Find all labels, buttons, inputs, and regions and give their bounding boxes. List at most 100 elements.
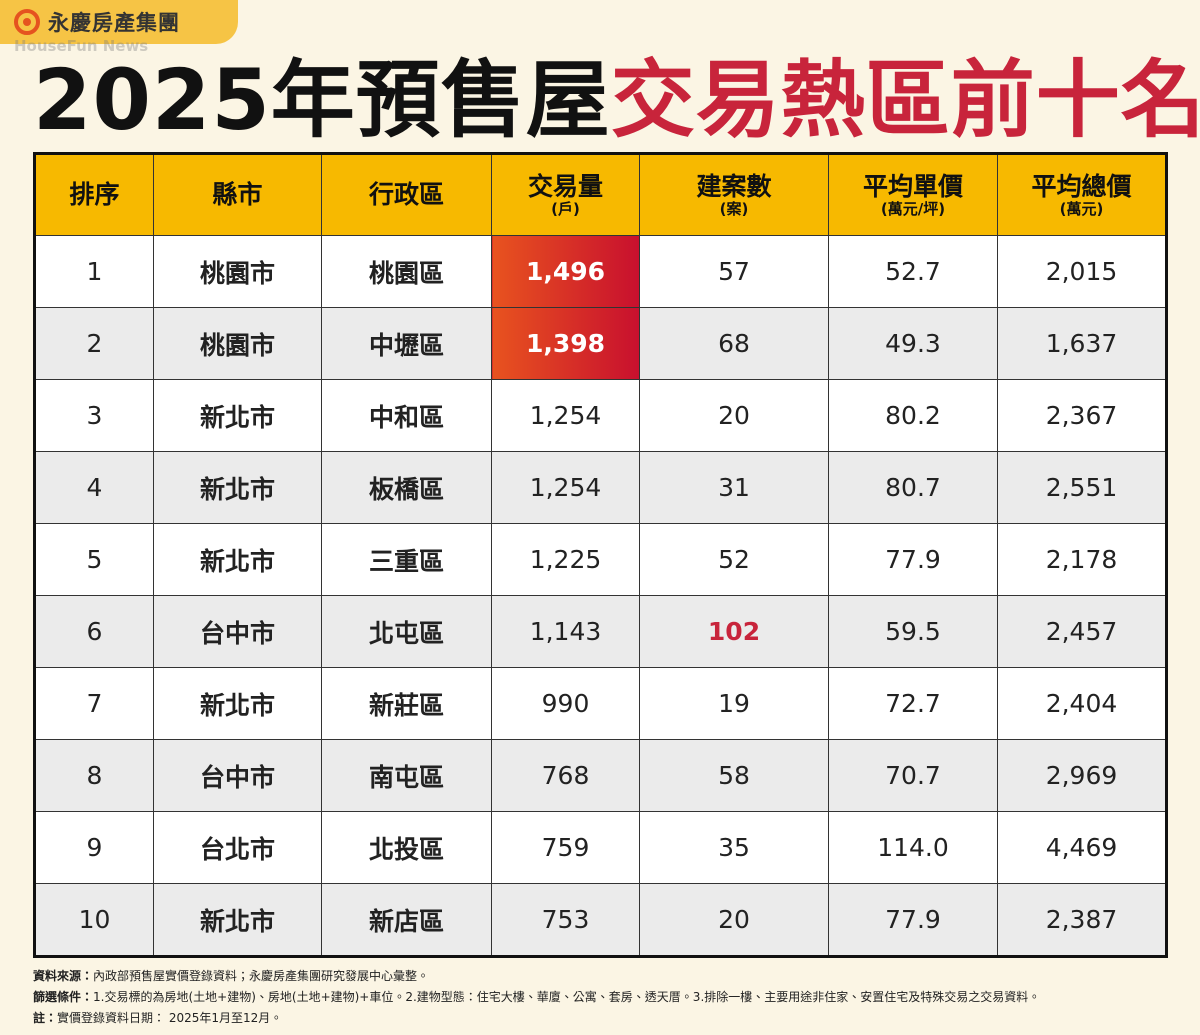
table-cell: 2,387 — [997, 883, 1167, 957]
table-row: 7 新北市 新莊區 990 19 72.7 2,404 — [34, 667, 1167, 740]
table-cell: 19 — [639, 667, 829, 740]
table-cell: 北屯區 — [321, 595, 492, 668]
note-text: 內政部預售屋實價登錄資料；永慶房產集團研究發展中心彙整。 — [93, 969, 430, 983]
table-cell: 102 — [639, 595, 829, 668]
table-cell: 2,015 — [997, 235, 1167, 308]
table-cell: 768 — [491, 739, 640, 812]
watermark: HouseFun News — [14, 37, 149, 55]
note-label: 資料來源： — [33, 969, 94, 983]
table-cell: 20 — [639, 379, 829, 452]
table-cell: 80.7 — [828, 451, 998, 524]
note-text: 1.交易標的為房地(土地+建物)、房地(土地+建物)+車位。2.建物型態：住宅大… — [93, 990, 1041, 1004]
table-cell: 8 — [34, 739, 154, 812]
table-cell: 北投區 — [321, 811, 492, 884]
table-cell: 1,398 — [491, 307, 640, 380]
note: 篩選條件：1.交易標的為房地(土地+建物)、房地(土地+建物)+車位。2.建物型… — [33, 987, 1173, 1008]
table-cell: 桃園區 — [321, 235, 492, 308]
table-cell: 57 — [639, 235, 829, 308]
table-cell: 114.0 — [828, 811, 998, 884]
table-cell: 9 — [34, 811, 154, 884]
table-cell: 990 — [491, 667, 640, 740]
table-cell: 中壢區 — [321, 307, 492, 380]
table-cell: 1,254 — [491, 379, 640, 452]
table-cell: 新北市 — [153, 451, 322, 524]
column-header: 行政區 — [321, 153, 492, 236]
table-body: 1 桃園市 桃園區 1,496 57 52.7 2,015 2 桃園市 中壢區 1,398 68 49.… — [34, 235, 1167, 957]
table-cell: 31 — [639, 451, 829, 524]
table-cell: 59.5 — [828, 595, 998, 668]
column-unit: (案) — [719, 199, 749, 218]
table-cell: 新莊區 — [321, 667, 492, 740]
table-cell: 新北市 — [153, 523, 322, 596]
table-row: 6 台中市 北屯區 1,143 102 59.5 2,457 — [34, 595, 1167, 668]
note-label: 註： — [33, 1011, 58, 1025]
table-cell: 1,496 — [491, 235, 640, 308]
table-cell: 35 — [639, 811, 829, 884]
column-label: 行政區 — [368, 180, 444, 210]
table-row: 10 新北市 新店區 753 20 77.9 2,387 — [34, 883, 1167, 957]
column-label: 平均單價 — [862, 172, 963, 201]
column-label: 縣市 — [212, 180, 263, 210]
column-label: 排序 — [69, 180, 120, 210]
table-cell: 2,404 — [997, 667, 1167, 740]
table-row: 9 台北市 北投區 759 35 114.0 4,469 — [34, 811, 1167, 884]
table-cell: 5 — [34, 523, 154, 596]
table-row: 3 新北市 中和區 1,254 20 80.2 2,367 — [34, 379, 1167, 452]
column-header: 排序 — [34, 153, 154, 236]
table-cell: 桃園市 — [153, 307, 322, 380]
table-cell: 台北市 — [153, 811, 322, 884]
table-cell: 80.2 — [828, 379, 998, 452]
column-header: 交易量 (戶) — [491, 153, 640, 236]
title: 2025年預售屋交易熱區前十名 — [33, 52, 1200, 148]
title-red: 交易熱區前十名 — [610, 51, 1200, 149]
table-cell: 台中市 — [153, 739, 322, 812]
table-cell: 77.9 — [828, 883, 998, 957]
column-header: 建案數 (案) — [639, 153, 829, 236]
table-cell: 70.7 — [828, 739, 998, 812]
table-cell: 7 — [34, 667, 154, 740]
column-header: 縣市 — [153, 153, 322, 236]
table-row: 1 桃園市 桃園區 1,496 57 52.7 2,015 — [34, 235, 1167, 308]
table-cell: 2,367 — [997, 379, 1167, 452]
table-cell: 新北市 — [153, 667, 322, 740]
column-unit: (萬元/坪) — [880, 199, 946, 218]
table-cell: 新店區 — [321, 883, 492, 957]
table-cell: 3 — [34, 379, 154, 452]
table-cell: 南屯區 — [321, 739, 492, 812]
table-cell: 49.3 — [828, 307, 998, 380]
column-unit: (萬元) — [1059, 199, 1104, 218]
table-cell: 2 — [34, 307, 154, 380]
table-cell: 1,225 — [491, 523, 640, 596]
table-row: 8 台中市 南屯區 768 58 70.7 2,969 — [34, 739, 1167, 812]
column-header: 平均單價 (萬元/坪) — [828, 153, 998, 236]
column-label: 交易量 — [527, 172, 603, 201]
column-unit: (戶) — [551, 199, 580, 218]
table-cell: 759 — [491, 811, 640, 884]
table-cell: 753 — [491, 883, 640, 957]
logo-icon — [14, 9, 40, 35]
table-cell: 1,254 — [491, 451, 640, 524]
brand: 永慶房產集團 — [48, 11, 180, 35]
note: 資料來源：內政部預售屋實價登錄資料；永慶房產集團研究發展中心彙整。 — [33, 966, 1173, 987]
note: 註：實價登錄資料日期： 2025年1月至12月。 — [33, 1008, 1173, 1029]
table-row: 2 桃園市 中壢區 1,398 68 49.3 1,637 — [34, 307, 1167, 380]
table-cell: 桃園市 — [153, 235, 322, 308]
note-label: 篩選條件： — [33, 990, 94, 1004]
table-cell: 20 — [639, 883, 829, 957]
note-text: 實價登錄資料日期： 2025年1月至12月。 — [57, 1011, 283, 1025]
table-cell: 新北市 — [153, 379, 322, 452]
column-label: 平均總價 — [1031, 172, 1132, 201]
table-cell: 台中市 — [153, 595, 322, 668]
header-row: 排序 縣市 行政區 交易量 (戶) 建案數 (案) 平均單價 (萬元/坪) 平均總價 (萬元) — [34, 153, 1167, 236]
table-row: 5 新北市 三重區 1,225 52 77.9 2,178 — [34, 523, 1167, 596]
table-cell: 4 — [34, 451, 154, 524]
table-cell: 58 — [639, 739, 829, 812]
table-cell: 新北市 — [153, 883, 322, 957]
table-row: 4 新北市 板橋區 1,254 31 80.7 2,551 — [34, 451, 1167, 524]
table-cell: 中和區 — [321, 379, 492, 452]
table-cell: 72.7 — [828, 667, 998, 740]
table-cell: 6 — [34, 595, 154, 668]
table-cell: 52.7 — [828, 235, 998, 308]
